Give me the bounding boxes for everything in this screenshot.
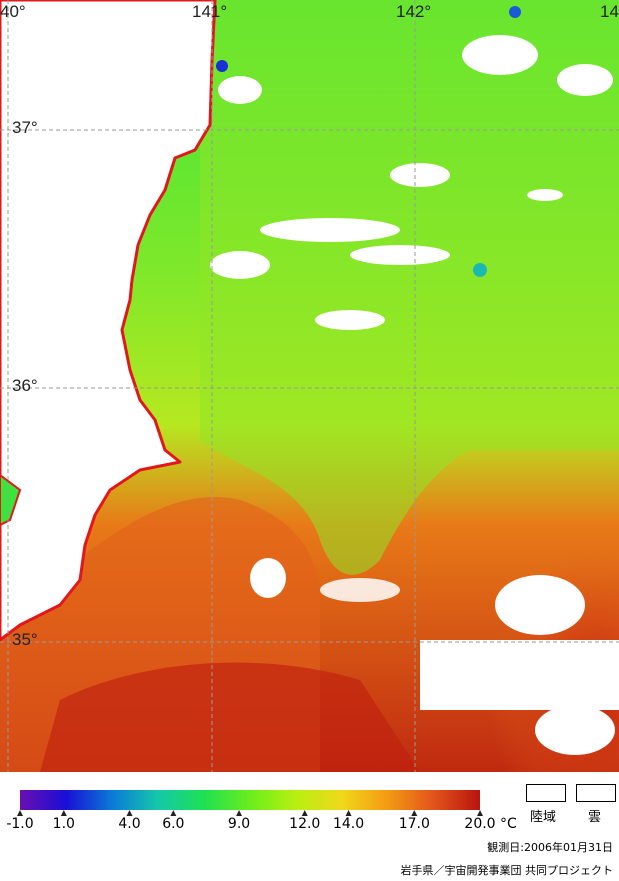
longitude-label-141: 141° [192,2,228,21]
legend-tick-label: 6.0 [162,816,185,832]
legend-tick-label: 14.0 [332,816,365,832]
temperature-legend [17,790,483,816]
legend-tick-mark [477,810,483,816]
legend-tick-mark [236,810,243,816]
legend-tick-mark [301,810,308,816]
legend-tick-mark [60,810,67,816]
land-key-label: 陸域 [530,810,557,825]
legend-tick-label: 20.0 [464,816,496,832]
cold-spot [473,263,487,277]
legend-tick-mark [345,810,352,816]
credit-line: 岩手県／宇宙開発事業団 共同プロジェクト [400,864,614,877]
cold-spot [216,60,228,72]
warm-water-south [40,662,420,772]
cold-spot [509,6,521,18]
latitude-label-36: 36° [12,376,38,395]
lat-lon-grid [0,0,619,772]
legend-tick-label: 9.0 [227,816,251,832]
longitude-label-143: 14 [600,2,619,21]
longitude-label-142: 142° [396,2,432,21]
legend-color-bar [20,790,480,810]
legend-tick-label: 17.0 [398,816,430,832]
legend-tick-label: -1.0 [6,816,34,832]
legend-tick-label: 12.0 [289,816,321,832]
legend-tick-mark [170,810,177,816]
land-key-swatch [526,784,566,802]
cloud-areas [210,35,619,755]
temperature-unit: °C [500,816,517,832]
legend-tick-mark [411,810,418,816]
legend-tick-marks [17,810,483,816]
cool-water-tongue [200,0,619,575]
legend-tick-mark [17,810,23,816]
latitude-label-37: 37° [12,118,38,137]
coastal-green-strip [0,473,22,527]
land-area [0,0,217,642]
cloud-key-swatch [576,784,616,802]
observation-date: 観測日:2006年01月31日 [487,841,613,854]
legend-tick-label: 4.0 [118,816,141,832]
cloud-key-label: 雲 [588,810,602,825]
sst-map [0,0,619,772]
longitude-label-140: 40° [0,2,26,21]
legend-tick-label: 1.0 [52,816,75,832]
latitude-label-35: 35° [12,630,38,649]
legend-tick-mark [126,810,133,816]
